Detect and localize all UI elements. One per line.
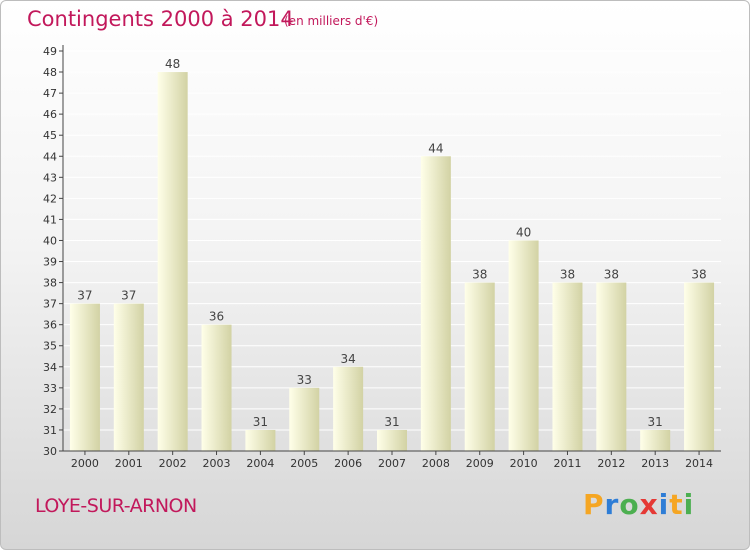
y-tick-label: 47 (43, 87, 57, 100)
logo-letter: i (683, 488, 695, 521)
data-label: 36 (209, 310, 224, 324)
x-tick-label: 2005 (290, 457, 318, 470)
bar (464, 282, 495, 451)
bar (508, 240, 539, 451)
commune-name: LOYE-SUR-ARNON (35, 495, 197, 517)
y-tick-label: 39 (43, 256, 57, 269)
data-label: 31 (384, 415, 399, 429)
bar (201, 324, 232, 451)
bars (69, 72, 715, 451)
y-tick-label: 42 (43, 192, 57, 205)
x-tick-label: 2007 (378, 457, 406, 470)
logo-letter: o (619, 488, 640, 521)
y-tick-label: 31 (43, 424, 57, 437)
x-tick-label: 2006 (334, 457, 362, 470)
proxiti-logo[interactable]: Proxiti (583, 488, 694, 521)
data-label: 38 (560, 268, 575, 282)
data-label: 37 (121, 289, 136, 303)
data-label: 48 (165, 57, 180, 71)
logo-letter: x (639, 488, 659, 521)
chart-title: Contingents 2000 à 2014 (27, 7, 294, 31)
x-tick-label: 2014 (685, 457, 713, 470)
bar (377, 429, 407, 451)
y-tick-label: 41 (43, 213, 57, 226)
logo-letter: r (604, 488, 620, 521)
y-tick-label: 40 (43, 234, 57, 247)
data-label: 38 (472, 268, 487, 282)
axes (59, 45, 721, 455)
bar (684, 282, 715, 451)
bar (420, 156, 451, 451)
y-tick-label: 32 (43, 403, 57, 416)
logo-letter: P (583, 488, 605, 521)
x-tick-label: 2000 (71, 457, 99, 470)
bar (69, 303, 100, 451)
y-tick-label: 49 (43, 45, 57, 58)
x-tick-label: 2011 (553, 457, 581, 470)
data-label: 34 (340, 352, 355, 366)
data-label: 31 (253, 415, 268, 429)
x-tick-label: 2008 (422, 457, 450, 470)
bar (552, 282, 583, 451)
bar (640, 429, 671, 451)
y-tick-label: 37 (43, 298, 57, 311)
bar (333, 366, 364, 451)
y-tick-label: 34 (43, 361, 57, 374)
y-tick-label: 45 (43, 129, 57, 142)
bar (596, 282, 627, 451)
x-tick-label: 2003 (203, 457, 231, 470)
bar (245, 429, 276, 451)
data-label: 37 (77, 289, 92, 303)
x-tick-label: 2002 (159, 457, 187, 470)
data-label: 44 (428, 141, 443, 155)
x-tick-label: 2013 (641, 457, 669, 470)
data-label: 38 (604, 268, 619, 282)
data-label: 40 (516, 225, 531, 239)
y-tick-label: 38 (43, 277, 57, 290)
chart-subtitle: (en milliers d'€) (284, 14, 379, 28)
y-tick-label: 46 (43, 108, 57, 121)
labels: 30 31 32 33 34 35 36 37 38 39 40 41 42 43 44 45 46 47 48 49… (43, 45, 713, 470)
x-tick-label: 2012 (597, 457, 625, 470)
y-tick-label: 33 (43, 382, 57, 395)
data-label: 31 (648, 415, 663, 429)
data-label: 38 (691, 268, 706, 282)
y-tick-label: 36 (43, 319, 57, 332)
bar (113, 303, 144, 451)
y-tick-label: 44 (43, 150, 57, 163)
y-tick-label: 35 (43, 340, 57, 353)
x-tick-label: 2010 (510, 457, 538, 470)
x-tick-label: 2001 (115, 457, 143, 470)
bar (157, 72, 188, 451)
y-tick-label: 43 (43, 171, 57, 184)
x-tick-label: 2004 (246, 457, 274, 470)
y-tick-label: 48 (43, 66, 57, 79)
bar (289, 387, 320, 451)
data-label: 33 (297, 373, 312, 387)
logo-letter: i (658, 488, 670, 521)
x-tick-label: 2009 (466, 457, 494, 470)
logo-letter: t (669, 488, 684, 521)
y-tick-label: 30 (43, 445, 57, 458)
